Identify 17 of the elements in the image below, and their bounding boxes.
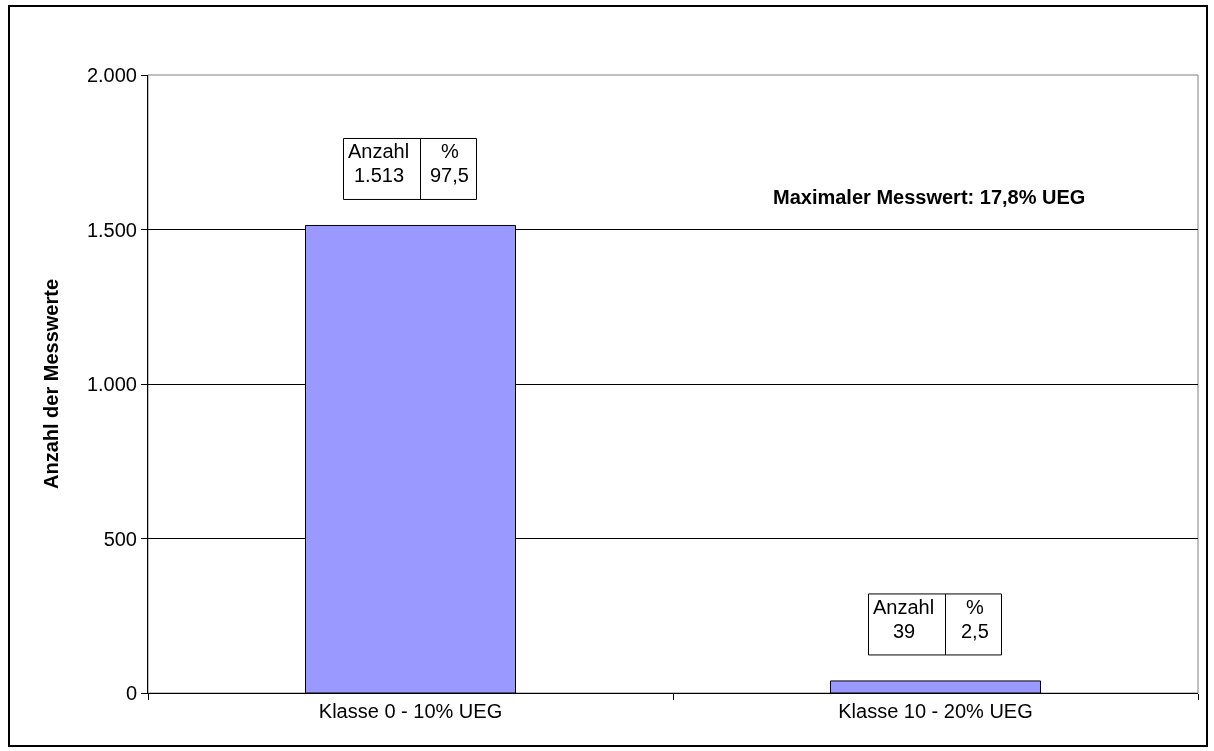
annotation: Anzahl	[873, 596, 935, 618]
x-tick-label: Klasse 0 - 10% UEG	[318, 700, 503, 722]
y-tick-label: 2.000	[86, 64, 137, 86]
x-tick-label: Klasse 10 - 20% UEG	[838, 700, 1033, 722]
annotation: Maximaler Messwert: 17,8% UEG	[773, 186, 1086, 208]
annotation: 97,5	[430, 164, 469, 186]
annotation: %	[441, 140, 459, 162]
y-tick-label: 1.000	[86, 373, 137, 395]
y-tick-label: 1.500	[86, 218, 137, 241]
annotation: Anzahl	[348, 140, 410, 162]
y-tick-label: 0	[125, 682, 137, 704]
annotation: 2,5	[961, 620, 989, 642]
y-tick-label: 500	[103, 527, 137, 550]
y-axis-title: Anzahl der Messwerte	[40, 278, 63, 490]
annotation: %	[966, 596, 984, 618]
data-label: 39	[893, 620, 916, 642]
data-label: 1.513	[354, 164, 405, 186]
